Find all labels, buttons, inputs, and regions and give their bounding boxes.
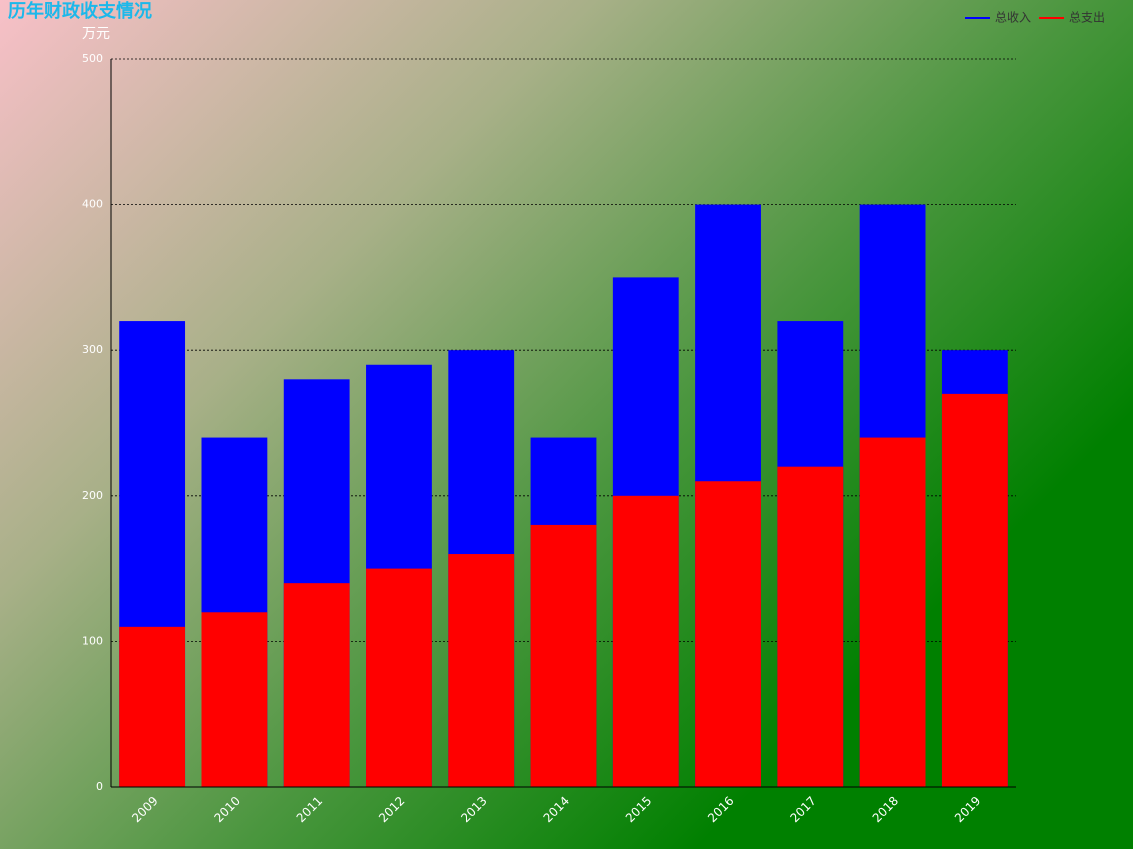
bar bbox=[612, 495, 679, 787]
x-tick-label: 2010 bbox=[212, 794, 243, 825]
x-tick-label: 2012 bbox=[376, 794, 407, 825]
x-tick-label: 2013 bbox=[458, 794, 489, 825]
y-tick-label: 200 bbox=[82, 489, 103, 502]
y-tick-label: 100 bbox=[82, 634, 103, 647]
y-tick-label: 300 bbox=[82, 343, 103, 356]
x-tick-label: 2018 bbox=[870, 794, 901, 825]
x-tick-label: 2016 bbox=[705, 794, 736, 825]
x-tick-label: 2011 bbox=[294, 794, 325, 825]
bar bbox=[530, 524, 597, 787]
legend-label: 总收入 bbox=[995, 11, 1031, 25]
y-tick-label: 400 bbox=[82, 198, 103, 211]
bar bbox=[695, 481, 761, 787]
bar bbox=[201, 612, 268, 787]
x-tick-label: 2015 bbox=[623, 794, 654, 825]
x-tick-label: 2014 bbox=[541, 794, 572, 825]
bar bbox=[283, 583, 350, 787]
x-tick-label: 2017 bbox=[787, 794, 818, 825]
x-tick-label: 2019 bbox=[952, 794, 983, 825]
bar bbox=[119, 626, 186, 787]
bar bbox=[859, 437, 926, 787]
y-tick-label: 0 bbox=[96, 780, 103, 793]
legend-label: 总支出 bbox=[1069, 11, 1105, 25]
bar bbox=[366, 568, 432, 787]
bar bbox=[448, 554, 515, 787]
bar bbox=[941, 393, 1008, 787]
y-tick-label: 500 bbox=[82, 52, 103, 65]
chart-title: 历年财政收支情况 bbox=[8, 0, 152, 22]
y-axis-label: 万元 bbox=[82, 26, 110, 42]
x-tick-label: 2009 bbox=[129, 794, 160, 825]
bar bbox=[777, 466, 844, 787]
